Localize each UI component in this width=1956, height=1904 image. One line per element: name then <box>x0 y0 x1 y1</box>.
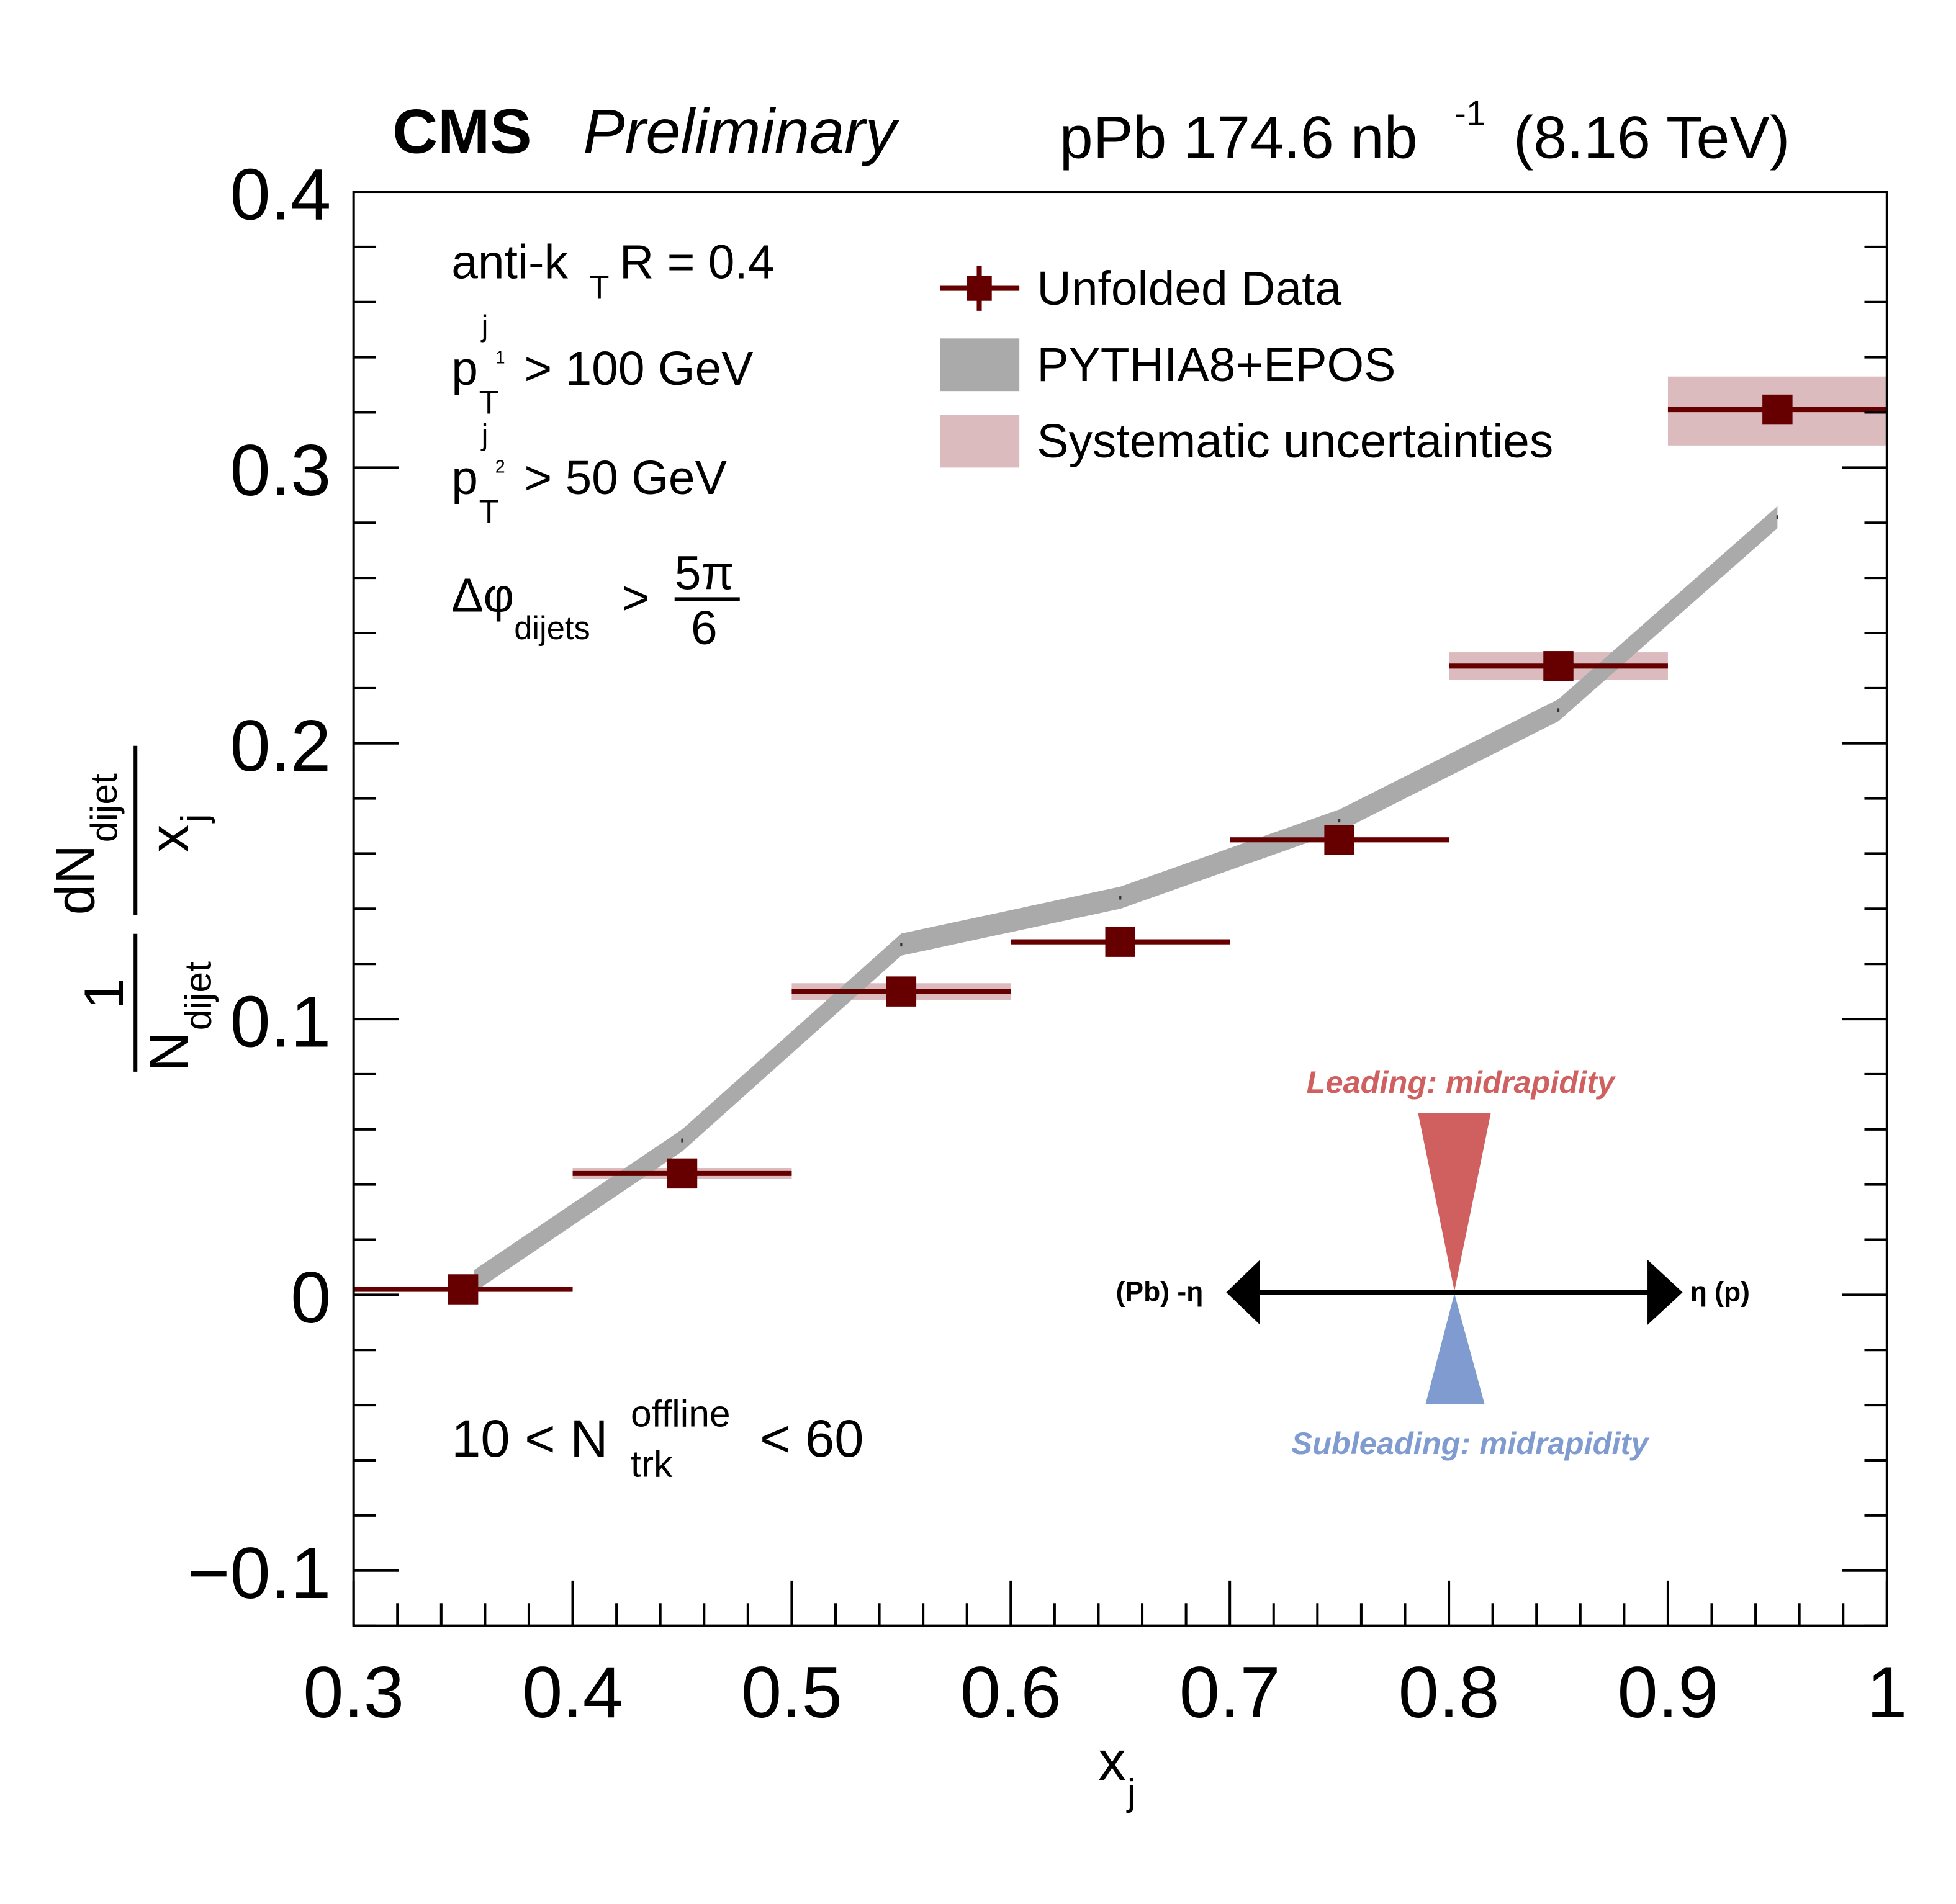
dphi-sub: dijets <box>514 610 590 647</box>
pt2-supsub: 2 <box>495 456 505 476</box>
y-tick-label: 0.1 <box>230 981 331 1062</box>
pt1-supsub: 1 <box>495 348 505 367</box>
x-tick-label: 0.6 <box>960 1651 1061 1733</box>
x-tick-label: 1 <box>1867 1651 1907 1733</box>
legend-mc-swatch <box>940 338 1020 392</box>
rapidity-diagram: Leading: midrapidity (Pb) -η η (p) Suble… <box>1116 1064 1750 1461</box>
data-point <box>1543 651 1574 681</box>
data-point <box>886 976 917 1007</box>
y-axis-title: 1 N dijet dN dijet x j <box>45 745 219 1072</box>
pt2-p: p <box>451 452 478 505</box>
subleading-jet-cone <box>1425 1293 1485 1404</box>
y-title-frac2-den-sub: j <box>173 814 215 823</box>
data-point <box>1762 394 1793 425</box>
x-tick-label: 0.7 <box>1179 1651 1281 1733</box>
algo-label: anti-k <box>451 236 568 289</box>
ntrk-right: < 60 <box>760 1409 863 1468</box>
dphi-gt: > <box>622 572 650 625</box>
selection-annotations: anti-k T R = 0.4 p j 1 T > 100 GeV p j 2… <box>451 236 863 1484</box>
experiment-label: CMS <box>392 97 531 166</box>
y-title-frac2-num: dN <box>45 845 106 915</box>
y-title-frac1-den: N <box>138 1032 200 1072</box>
data-point <box>667 1158 698 1189</box>
x-axis-title-sub: j <box>1126 1771 1135 1813</box>
pt2-rest: > 50 GeV <box>524 452 726 505</box>
y-title-frac1-num: 1 <box>73 978 135 1008</box>
pt2-sup: j <box>480 418 489 452</box>
arrow-right-icon <box>1647 1259 1683 1325</box>
pt1-sup: j <box>480 309 489 343</box>
pt2-sub: T <box>479 493 499 530</box>
pt1-sub: T <box>479 385 499 421</box>
y-tick-label: 0.4 <box>230 153 331 235</box>
algo-sub: T <box>589 269 609 306</box>
dphi-label: Δφ <box>451 570 514 622</box>
pt1-rest: > 100 GeV <box>524 343 753 395</box>
leading-label: Leading: midrapidity <box>1307 1064 1616 1100</box>
x-tick-label: 0.4 <box>522 1651 623 1733</box>
pythia-point <box>1557 708 1560 712</box>
legend-data-label: Unfolded Data <box>1037 263 1341 315</box>
pt1-p: p <box>451 343 478 395</box>
subleading-label: Subleading: midrapidity <box>1291 1426 1650 1461</box>
legend: Unfolded Data PYTHIA8+EPOS Systematic un… <box>940 263 1553 468</box>
y-tick-label: 0 <box>291 1257 331 1338</box>
y-title-frac1-den-sub: dijet <box>176 961 219 1030</box>
y-title-frac2-den: x <box>138 825 200 852</box>
x-tick-label: 0.3 <box>303 1651 404 1733</box>
x-tick-label: 0.9 <box>1618 1651 1719 1733</box>
x-axis-title: x <box>1098 1730 1125 1792</box>
pythia-point <box>1119 896 1122 900</box>
lumi-label: pPb 174.6 nb <box>1060 103 1418 171</box>
data-point <box>1105 927 1135 957</box>
lumi-exponent: -1 <box>1454 94 1485 133</box>
ntrk-left: 10 < N <box>451 1409 608 1468</box>
ntrk-sub: trk <box>631 1442 673 1484</box>
y-title-frac2-num-sub: dijet <box>83 773 125 842</box>
legend-data-marker <box>967 276 992 301</box>
pb-direction-label: (Pb) -η <box>1116 1277 1204 1308</box>
pythia-band <box>474 506 1778 1292</box>
axis-ticks: −0.1 0 0.1 0.2 0.3 0.4 0.3 0.4 0.5 0.6 0.7 0.8 0.9 1 <box>187 153 1907 1733</box>
legend-mc-label: PYTHIA8+EPOS <box>1037 339 1395 392</box>
pythia-point <box>1776 515 1778 519</box>
arrow-left-icon <box>1226 1259 1260 1325</box>
dphi-num: 5π <box>675 547 734 599</box>
plot-area <box>353 376 1887 1305</box>
legend-syst-swatch <box>940 415 1020 468</box>
y-tick-label: −0.1 <box>187 1532 331 1614</box>
status-label: Preliminary <box>583 97 899 166</box>
algo-rest: R = 0.4 <box>620 236 775 289</box>
data-point <box>448 1274 479 1305</box>
energy-label: (8.16 TeV) <box>1513 103 1790 171</box>
x-tick-label: 0.5 <box>741 1651 842 1733</box>
y-tick-label: 0.2 <box>230 705 331 786</box>
p-direction-label: η (p) <box>1690 1277 1750 1308</box>
x-tick-label: 0.8 <box>1399 1651 1500 1733</box>
legend-syst-label: Systematic uncertainties <box>1037 415 1553 468</box>
dphi-den: 6 <box>691 602 718 655</box>
pythia-point <box>900 943 903 947</box>
data-point <box>1324 824 1354 855</box>
pythia-point <box>681 1138 683 1143</box>
pythia-point <box>1338 819 1341 823</box>
ntrk-sup: offline <box>631 1392 731 1434</box>
y-tick-label: 0.3 <box>230 429 331 511</box>
leading-jet-cone <box>1418 1113 1491 1291</box>
